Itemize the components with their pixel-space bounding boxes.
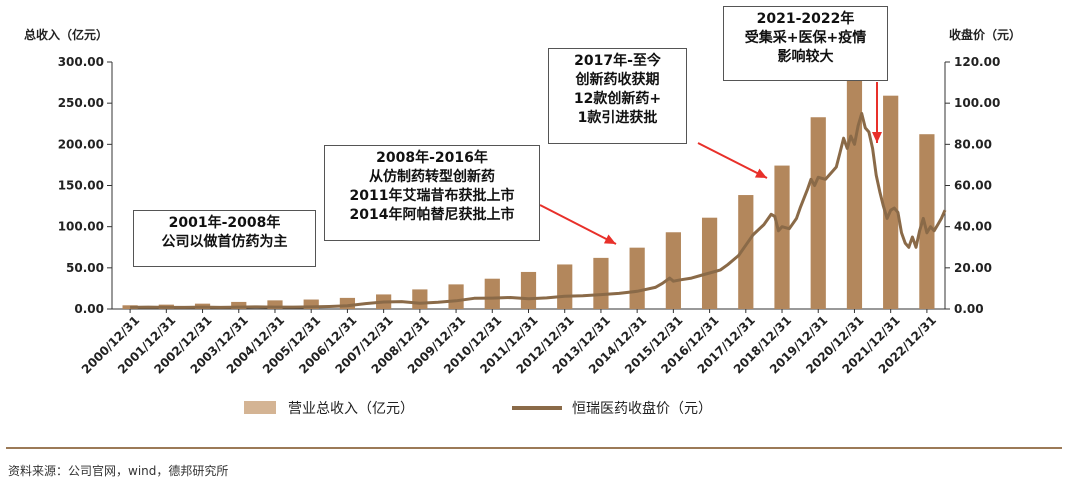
revenue-bar bbox=[520, 271, 537, 309]
annotation-line: 2008年-2016年 bbox=[376, 150, 488, 166]
annotation-arrow-shaft bbox=[697, 142, 768, 179]
revenue-bar bbox=[412, 289, 428, 309]
annotation-line: 2021-2022年 bbox=[756, 11, 855, 27]
legend: 营业总收入（亿元） 恒瑞医药收盘价（元） bbox=[244, 400, 712, 417]
legend-bar-label: 营业总收入（亿元） bbox=[288, 401, 414, 417]
y-right-tick-label: 80.00 bbox=[954, 137, 992, 151]
annotation-2008-2016: 2008年-2016年 从仿制药转型创新药 2011年艾瑞昔布获批上市 2014… bbox=[324, 145, 540, 241]
revenue-bar bbox=[883, 95, 899, 309]
y-axis-left-label: 总收入（亿元） bbox=[24, 27, 108, 42]
revenue-bar bbox=[484, 278, 500, 309]
annotation-line: 公司以做首仿药为主 bbox=[161, 234, 288, 250]
legend-bar-swatch bbox=[244, 401, 276, 414]
y-left-tick-label: 200.00 bbox=[58, 137, 104, 151]
annotation-arrow-head bbox=[872, 132, 882, 143]
annotation-arrow-head bbox=[754, 168, 767, 178]
revenue-bar bbox=[665, 232, 681, 309]
revenue-bar bbox=[593, 257, 609, 309]
annotation-line: 从仿制药转型创新药 bbox=[369, 169, 495, 185]
annotation-line: 影响较大 bbox=[777, 49, 834, 65]
revenue-bar bbox=[231, 301, 247, 309]
annotation-line: 2017年-至今 bbox=[574, 53, 661, 69]
y-right-tick-label: 120.00 bbox=[954, 55, 1000, 69]
annotation-arrow-shaft bbox=[539, 204, 617, 245]
y-right-tick-label: 100.00 bbox=[954, 96, 1000, 110]
annotation-line: 12款创新药+ bbox=[573, 91, 662, 107]
revenue-bar bbox=[774, 165, 790, 309]
annotation-line: 创新药收获期 bbox=[575, 72, 660, 88]
annotation-arrows bbox=[539, 82, 882, 245]
footer-divider bbox=[6, 447, 1062, 449]
revenue-bar bbox=[919, 134, 935, 309]
y-left-tick-label: 100.00 bbox=[58, 220, 104, 234]
annotation-line: 受集采+医保+疫情 bbox=[744, 30, 867, 46]
y-axis-right-label: 收盘价（元） bbox=[949, 27, 1021, 42]
annotation-line: 2014年阿帕替尼获批上市 bbox=[349, 207, 515, 223]
y-left-tick-label: 50.00 bbox=[66, 261, 104, 275]
revenue-bar bbox=[448, 284, 464, 309]
y-left-tick-label: 300.00 bbox=[58, 55, 104, 69]
annotation-line: 2011年艾瑞昔布获批上市 bbox=[349, 188, 515, 204]
revenue-bar bbox=[267, 300, 283, 309]
legend-line-label: 恒瑞医药收盘价（元） bbox=[572, 400, 712, 417]
annotation-line: 1款引进获批 bbox=[577, 110, 658, 126]
revenue-bar bbox=[303, 299, 319, 309]
y-right-tick-label: 40.00 bbox=[954, 220, 992, 234]
revenue-bar bbox=[810, 117, 826, 309]
y-left-tick-label: 0.00 bbox=[74, 302, 104, 316]
revenue-bar bbox=[339, 297, 356, 309]
revenue-bar bbox=[701, 217, 718, 309]
price-line bbox=[130, 112, 947, 309]
revenue-bar bbox=[557, 264, 573, 309]
annotation-2001-2008: 2001年-2008年 公司以做首仿药为主 bbox=[133, 210, 316, 267]
revenue-bar bbox=[629, 247, 645, 309]
revenue-bar bbox=[738, 195, 754, 309]
y-left-tick-label: 250.00 bbox=[58, 96, 104, 110]
annotation-2021-2022: 2021-2022年 受集采+医保+疫情 影响较大 bbox=[723, 6, 888, 81]
source-note: 资料来源：公司官网，wind，德邦研究所 bbox=[8, 464, 229, 478]
y-right-tick-label: 0.00 bbox=[954, 302, 984, 316]
annotation-2017-present: 2017年-至今 创新药收获期 12款创新药+ 1款引进获批 bbox=[548, 48, 687, 144]
y-right-tick-label: 20.00 bbox=[954, 261, 992, 275]
annotation-line: 2001年-2008年 bbox=[168, 215, 281, 231]
y-right-tick-label: 60.00 bbox=[954, 179, 992, 193]
y-left-tick-label: 150.00 bbox=[58, 179, 104, 193]
annotation-arrow-head bbox=[603, 234, 616, 244]
price-line-group bbox=[130, 112, 947, 309]
